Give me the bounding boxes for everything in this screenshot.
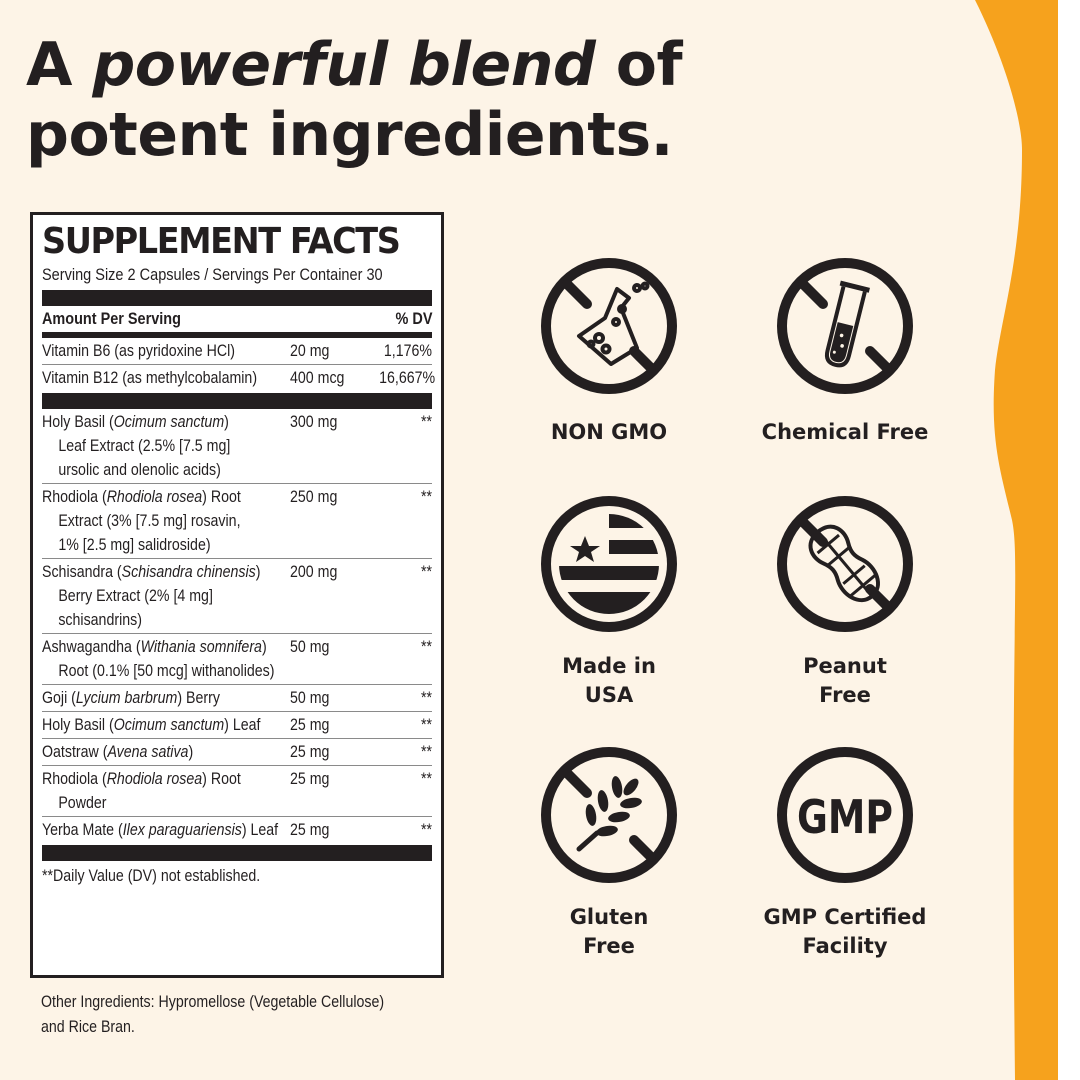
ingredient-row: Ashwagandha (Withania somnifera) Root (0.… <box>42 634 432 685</box>
ingredient-row: Rhodiola (Rhodiola rosea) Root Powder 25 … <box>42 766 432 817</box>
ingredient-row: Oatstraw (Avena sativa) 25 mg ** <box>42 739 432 766</box>
gmp-icon: GMP <box>777 747 913 883</box>
vitamin-row: Vitamin B6 (as pyridoxine HCl) 20 mg 1,1… <box>42 338 432 365</box>
headline-line-2: potent ingredients. <box>26 100 673 170</box>
divider-thick <box>42 393 432 409</box>
badge-gluten-free: Gluten Free <box>524 745 694 961</box>
svg-text:GMP: GMP <box>797 790 893 844</box>
page-headline: A powerful blend of potent ingredients. <box>26 30 683 170</box>
headline-emphasis: powerful blend <box>92 30 596 100</box>
divider-medium <box>42 332 432 338</box>
ingredient-row: Holy Basil (Ocimum sanctum) Leaf 25 mg *… <box>42 712 432 739</box>
divider-thick <box>42 290 432 306</box>
divider-thick <box>42 845 432 861</box>
ingredient-row: Goji (Lycium barbrum) Berry 50 mg ** <box>42 685 432 712</box>
serving-info: Serving Size 2 Capsules / Servings Per C… <box>42 266 383 284</box>
vitamin-row: Vitamin B12 (as methylcobalamin) 400 mcg… <box>42 369 436 387</box>
ingredient-row: Yerba Mate (Ilex paraguariensis) Leaf 25… <box>42 821 432 839</box>
no-wheat-icon <box>541 747 677 883</box>
badge-non-gmo: NON GMO <box>524 256 694 447</box>
amount-per-serving-label: Amount Per Serving <box>42 309 181 328</box>
badge-chemical-free: Chemical Free <box>760 256 930 447</box>
no-flask-icon <box>541 258 677 394</box>
usa-flag-icon <box>541 496 677 632</box>
ingredient-row: Rhodiola (Rhodiola rosea) Root Extract (3… <box>42 484 432 559</box>
ingredient-row: Holy Basil (Ocimum sanctum) Leaf Extract … <box>42 409 432 484</box>
badge-made-in-usa: Made in USA <box>524 494 694 710</box>
dv-header-label: % DV <box>395 309 432 328</box>
facts-title: SUPPLEMENT FACTS <box>42 221 401 262</box>
no-peanut-icon <box>777 496 913 632</box>
facts-header-row: Amount Per Serving % DV <box>42 306 432 332</box>
dv-footnote: **Daily Value (DV) not established. <box>42 867 261 885</box>
supplement-facts-panel: SUPPLEMENT FACTS Serving Size 2 Capsules… <box>30 212 444 978</box>
badge-gmp-certified: GMP GMP Certified Facility <box>740 745 950 961</box>
no-test-tube-icon <box>777 258 913 394</box>
badge-peanut-free: Peanut Free <box>760 494 930 710</box>
headline-line-1: A powerful blend of <box>26 30 683 100</box>
ingredient-row: Schisandra (Schisandra chinensis) Berry E… <box>42 559 432 634</box>
other-ingredients: Other Ingredients: Hypromellose (Vegetab… <box>41 993 385 1036</box>
